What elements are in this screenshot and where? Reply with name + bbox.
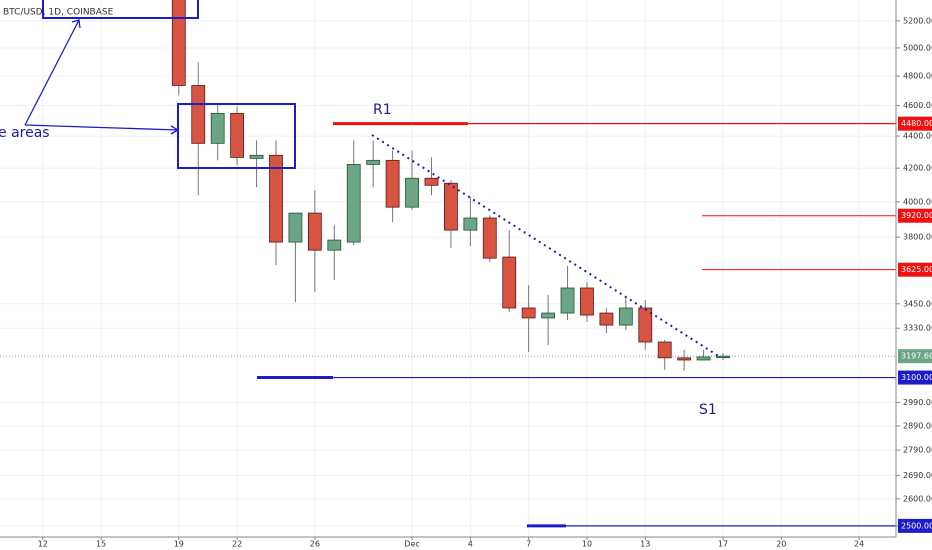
x-tick-label: 22 [232, 540, 242, 549]
y-tick-label: 5200.00 [903, 16, 932, 25]
x-tick-label: 13 [640, 540, 650, 549]
level-label: 3625.00 [901, 265, 932, 274]
level-label-box [898, 116, 932, 131]
annotation: S1 [699, 402, 717, 418]
annotation: e areas [0, 125, 50, 141]
candle-body [171, 0, 186, 86]
candle-body [560, 287, 575, 314]
zone-box [42, 0, 199, 19]
candle-body [307, 212, 322, 251]
chart-title: BTC/USD, 1D, COINBASE [3, 8, 114, 18]
candle-body [210, 113, 225, 144]
level-label: 4480.00 [901, 119, 932, 128]
candle-body [366, 159, 381, 165]
y-tick-label: 2600.00 [903, 494, 932, 503]
candle-body [716, 355, 730, 359]
candle-body [249, 154, 264, 159]
candle-body [346, 163, 361, 243]
y-tick-label: 4000.00 [903, 197, 932, 206]
level-label-box [898, 370, 932, 385]
y-tick-label: 3800.00 [903, 233, 932, 242]
candle-body [502, 256, 517, 309]
level-label: 3920.00 [901, 211, 932, 220]
y-tick-label: 4400.00 [903, 132, 932, 141]
candle-body [230, 113, 245, 158]
y-tick-label: 4200.00 [903, 164, 932, 173]
candle-body [269, 154, 283, 243]
y-tick-label: 2690.00 [903, 471, 932, 480]
trend-line [371, 134, 721, 358]
grid [0, 0, 896, 537]
annotation: R1 [373, 102, 392, 118]
zone-box [177, 103, 296, 169]
candles [171, 0, 730, 371]
x-tick-label: 20 [776, 540, 786, 549]
levels [0, 122, 896, 528]
x-tick-label: 10 [582, 540, 592, 549]
y-tick-label: 2890.00 [903, 421, 932, 430]
y-tick-label: 2790.00 [903, 446, 932, 455]
candle-body [599, 312, 614, 326]
y-tick-label: 3330.00 [903, 324, 932, 333]
x-tick-label: Dec [404, 540, 419, 549]
level-label: 3197.60 [901, 352, 932, 361]
arrow-head [71, 19, 81, 29]
candle-body [638, 307, 653, 343]
candle-body [696, 356, 711, 361]
candle-body [521, 307, 536, 319]
candle-body [463, 217, 478, 231]
y-tick-label: 2990.00 [903, 398, 932, 407]
candle-body [405, 177, 419, 208]
candle-body [424, 177, 439, 186]
arrow [24, 124, 179, 131]
x-tick-label: 17 [718, 540, 728, 549]
x-tick-label: 15 [96, 540, 106, 549]
candle-body [327, 239, 342, 251]
candle-body [657, 341, 672, 359]
y-tick-label: 4600.00 [903, 101, 932, 110]
candle-body [677, 357, 692, 361]
x-tick-label: 24 [854, 540, 864, 549]
level-label-box [898, 349, 932, 364]
y-tick-label: 5000.00 [903, 43, 932, 52]
candle-body [482, 217, 497, 259]
candle-body [580, 287, 594, 316]
x-tick-label: 7 [526, 540, 531, 549]
candle-body [618, 307, 633, 326]
candle-body [444, 182, 458, 231]
x-tick-label: 12 [38, 540, 48, 549]
x-tick-label: 4 [468, 540, 473, 549]
y-tick-label: 3450.00 [903, 299, 932, 308]
level-label-box [898, 262, 932, 277]
y-tick-label: 4800.00 [903, 72, 932, 81]
axes: 2500.00 2600.00 2690.00 2790.00 2890.00 2990.… [38, 16, 932, 549]
x-tick-label: 19 [174, 540, 184, 549]
level-label: 2500.00 [901, 521, 932, 530]
candle-body [288, 212, 303, 243]
level-label-box [898, 208, 932, 223]
drawings [24, 0, 721, 358]
candle-body [385, 159, 400, 208]
candle-body [541, 312, 555, 319]
arrow-head [170, 125, 180, 135]
level-label: 3100.00 [901, 373, 932, 382]
arrow [24, 19, 80, 126]
x-tick-label: 26 [310, 540, 320, 549]
level-label-box [898, 518, 932, 533]
candle-body [191, 85, 206, 144]
